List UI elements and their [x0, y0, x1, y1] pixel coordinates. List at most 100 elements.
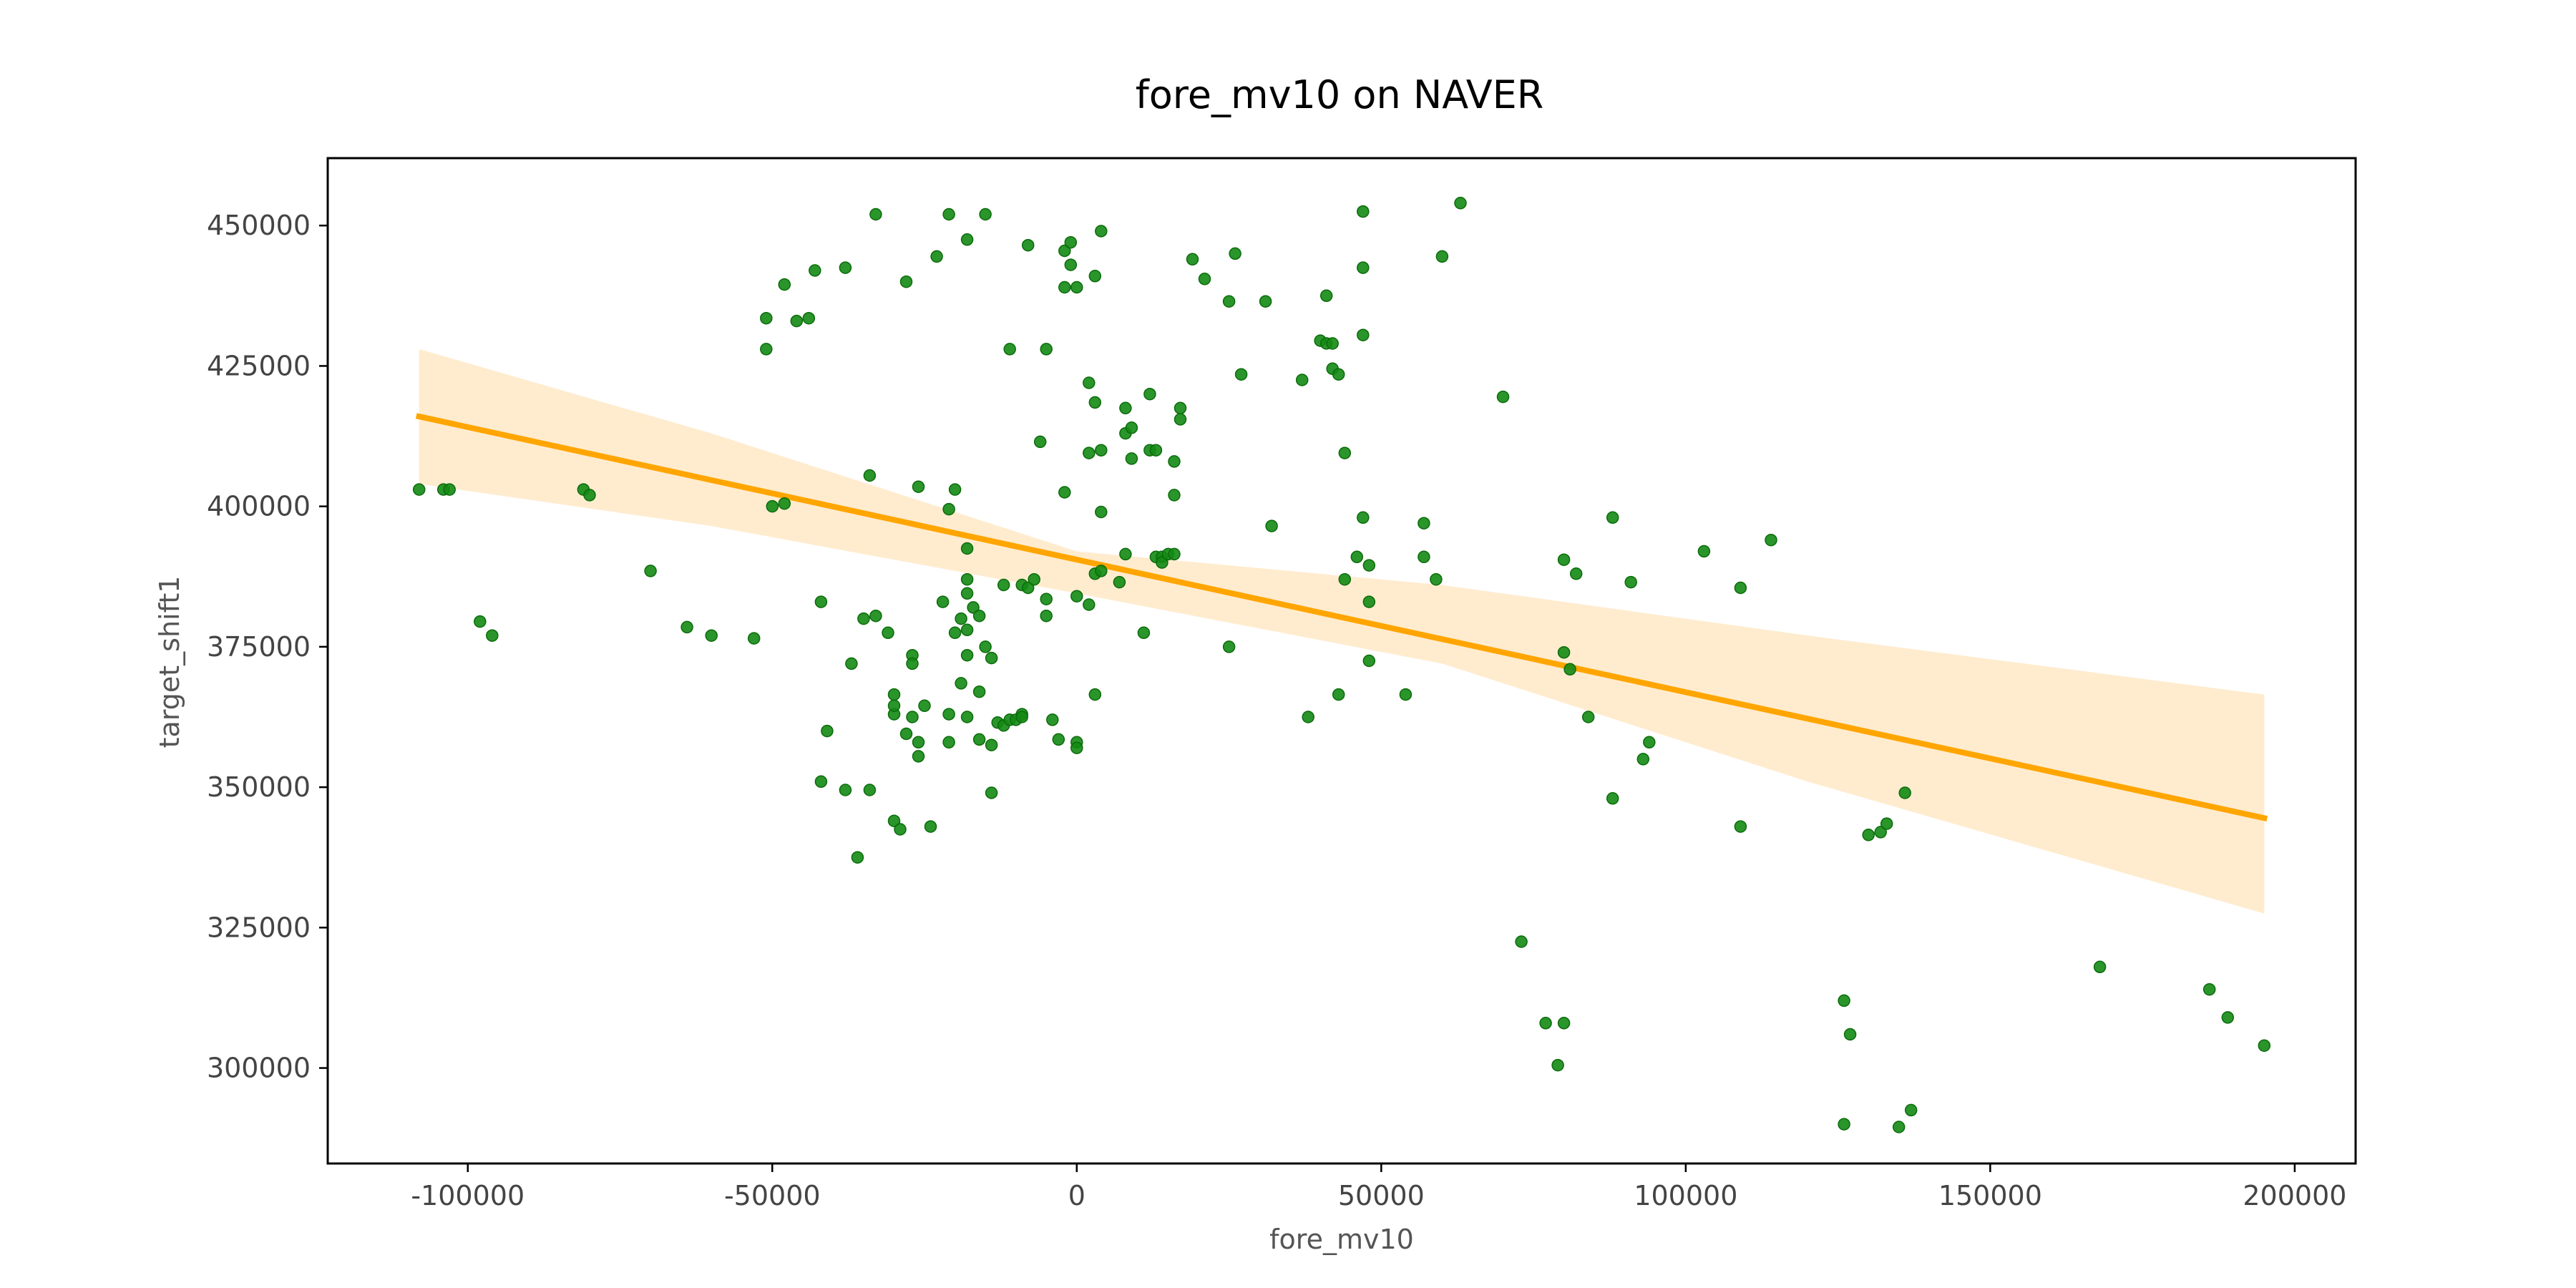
y-axis-ticks: 300000 325000 350000 375000 400000 425000 4500… [207, 210, 328, 1084]
scatter-point-134 [1229, 247, 1241, 260]
scatter-point-128 [1174, 401, 1187, 415]
scatter-point-17 [802, 311, 816, 325]
scatter-point-86 [1040, 343, 1053, 356]
scatter-point-21 [821, 724, 834, 738]
scatter-point-30 [863, 784, 877, 796]
scatter-point-23 [839, 784, 852, 796]
scatter-point-143 [1326, 337, 1339, 350]
scatter-point-177 [1643, 736, 1656, 749]
scatter-point-148 [1338, 572, 1352, 586]
scatter-point-59 [960, 648, 974, 662]
scatter-point-111 [1113, 575, 1126, 589]
scatter-point-151 [1357, 205, 1370, 218]
scatter-point-107 [1095, 444, 1108, 457]
scatter-point-35 [887, 814, 901, 827]
scatter-point-53 [948, 626, 962, 640]
scatter-point-135 [1234, 368, 1248, 381]
scatter-point-91 [1058, 244, 1071, 258]
scatter-point-70 [985, 651, 998, 665]
scatter-point-95 [1064, 258, 1078, 271]
scatter-point-157 [1399, 688, 1413, 701]
y-axis-label: target_shift1 [154, 576, 185, 748]
scatter-point-106 [1088, 270, 1102, 283]
scatter-point-155 [1362, 654, 1376, 668]
scatter-point-164 [1515, 935, 1528, 948]
scatter-point-40 [906, 657, 919, 670]
scatter-point-74 [997, 578, 1010, 592]
scatter-point-182 [1838, 994, 1850, 1008]
scatter-point-171 [1569, 567, 1583, 580]
scatter-point-42 [912, 750, 925, 763]
scatter-point-36 [894, 823, 907, 836]
scatter-point-96 [1070, 280, 1083, 294]
scatter-point-109 [1095, 505, 1108, 519]
scatter-point-114 [1119, 547, 1132, 561]
scatter-point-121 [1149, 444, 1163, 457]
scatter-point-62 [960, 572, 974, 586]
scatter-point-92 [1058, 280, 1071, 294]
scatter-point-93 [1058, 486, 1071, 499]
scatter-point-116 [1125, 421, 1138, 434]
y-tick-label: 325000 [207, 912, 311, 943]
scatter-point-55 [955, 677, 967, 690]
scatter-point-47 [930, 250, 943, 263]
x-tick-label: 100000 [1634, 1180, 1737, 1211]
scatter-point-0 [412, 483, 426, 496]
scatter-point-34 [887, 699, 901, 713]
scatter-point-44 [912, 480, 925, 493]
scatter-point-85 [1033, 435, 1047, 449]
scatter-point-172 [1581, 711, 1595, 723]
scatter-point-123 [1156, 556, 1169, 569]
y-tick-label: 400000 [207, 491, 311, 522]
scatter-point-22 [839, 261, 852, 274]
scatter-point-180 [1734, 820, 1747, 833]
scatter-point-48 [936, 595, 950, 608]
scatter-point-9 [705, 629, 718, 642]
scatter-point-103 [1088, 688, 1102, 701]
scatter-point-142 [1319, 289, 1333, 303]
scatter-point-82 [1021, 238, 1035, 252]
scatter-point-138 [1295, 374, 1309, 386]
regression-line-layer [415, 413, 2268, 822]
scatter-point-97 [1070, 590, 1083, 602]
y-tick-label: 425000 [207, 350, 311, 381]
plot-area-frame [326, 157, 2357, 1165]
scatter-point-45 [918, 699, 931, 713]
scatter-point-149 [1350, 550, 1364, 564]
scatter-point-175 [1624, 575, 1637, 589]
scatter-point-4 [486, 629, 499, 642]
scatter-point-7 [644, 565, 657, 577]
scatter-point-88 [1040, 609, 1053, 623]
scatter-point-152 [1357, 261, 1370, 274]
scatter-point-169 [1557, 645, 1571, 659]
scatter-point-41 [912, 736, 925, 749]
scatter-point-108 [1095, 225, 1108, 238]
x-tick-label: -50000 [724, 1180, 821, 1211]
scatter-point-10 [747, 632, 761, 645]
scatter-point-69 [979, 640, 992, 653]
scatter-point-13 [766, 499, 779, 513]
scatter-point-67 [972, 733, 986, 746]
scatter-point-118 [1143, 387, 1156, 401]
scatter-point-194 [2258, 1039, 2271, 1052]
scatter-point-61 [960, 542, 974, 555]
scatter-point-3 [474, 615, 487, 628]
scatter-point-146 [1332, 688, 1345, 701]
chart-title: fore_mv10 on NAVER [1136, 72, 1544, 117]
scatter-point-99 [1070, 741, 1083, 754]
scatter-point-179 [1734, 581, 1747, 595]
scatter-point-31 [882, 626, 894, 640]
y-tick-label: 350000 [207, 771, 311, 803]
scatter-point-132 [1222, 295, 1236, 308]
scatter-point-191 [2093, 960, 2107, 974]
scatter-point-186 [1874, 826, 1887, 839]
scatter-point-105 [1088, 396, 1102, 409]
scatter-point-147 [1338, 447, 1352, 459]
scatter-point-184 [1843, 1028, 1857, 1041]
scatter-point-154 [1362, 559, 1376, 572]
scatter-point-190 [1904, 1103, 1918, 1117]
scatter-point-162 [1454, 197, 1467, 210]
scatter-point-8 [680, 620, 693, 634]
scatter-point-145 [1332, 368, 1345, 381]
